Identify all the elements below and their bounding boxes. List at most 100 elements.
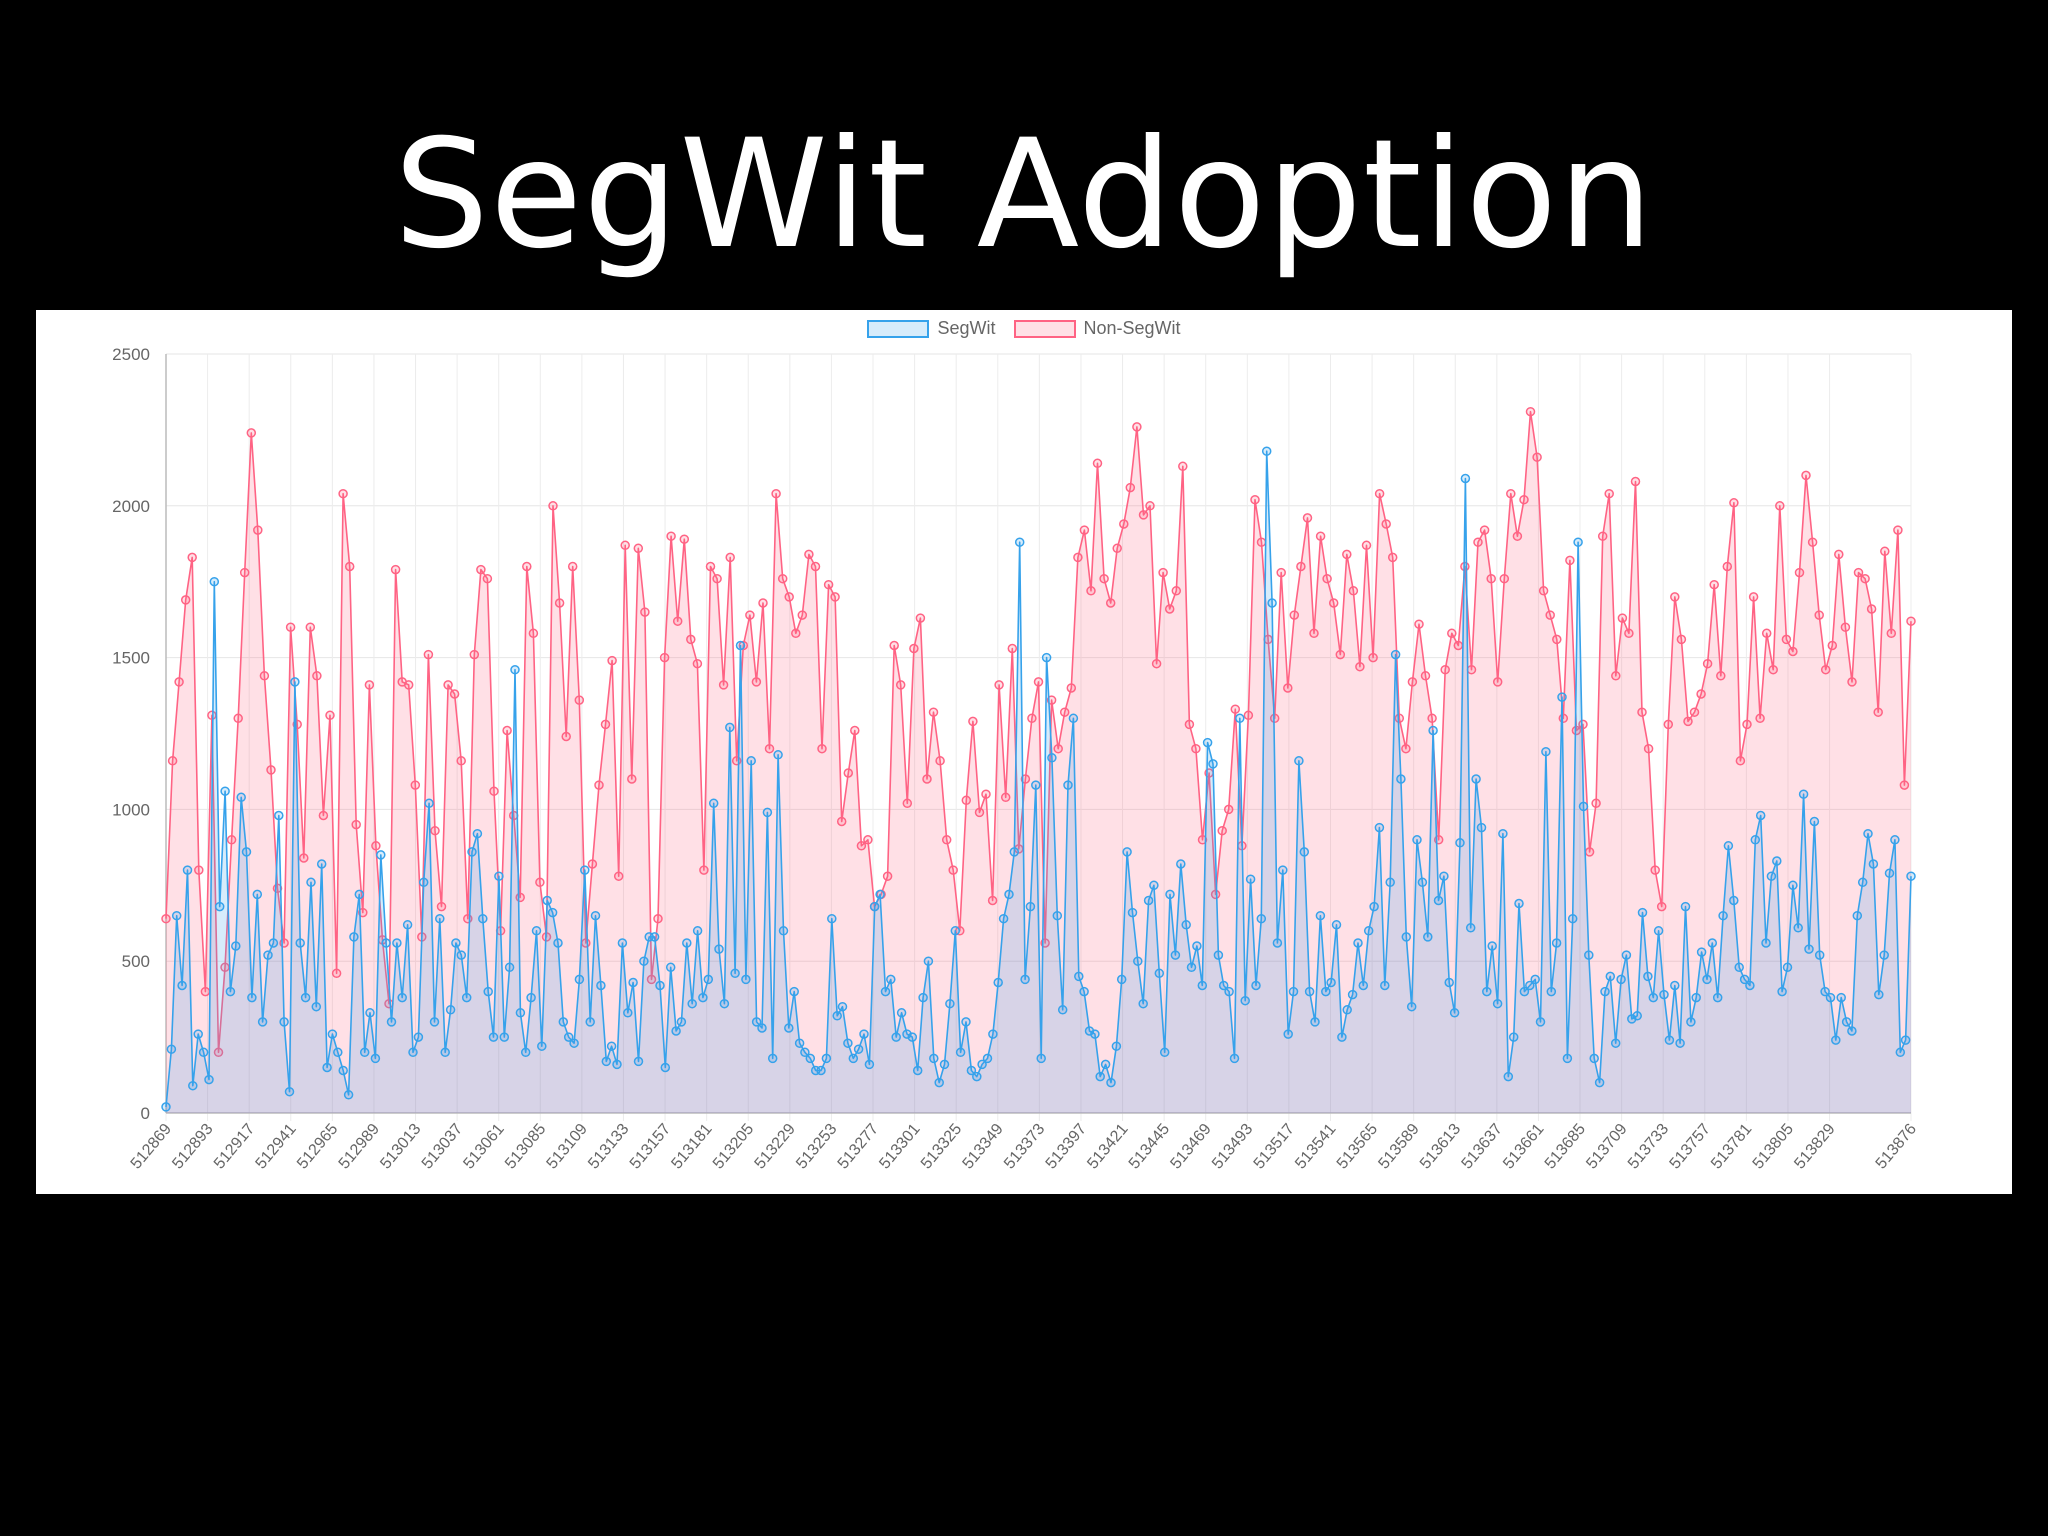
data-point-non-segwit bbox=[692, 658, 703, 669]
data-point-non-segwit bbox=[233, 713, 243, 724]
data-point-segwit bbox=[1895, 1047, 1906, 1058]
data-point-segwit bbox=[912, 1065, 923, 1076]
data-point-segwit bbox=[1492, 998, 1503, 1009]
x-tick-label: 513733 bbox=[1625, 1121, 1672, 1173]
data-point-non-segwit bbox=[600, 719, 611, 730]
data-point-segwit bbox=[1090, 1029, 1100, 1039]
data-point-segwit bbox=[837, 1001, 848, 1012]
data-point-segwit bbox=[392, 938, 402, 948]
data-point-segwit bbox=[231, 941, 241, 951]
series-line-segwit bbox=[165, 450, 1912, 1107]
data-point-non-segwit bbox=[1899, 780, 1910, 790]
data-point-segwit bbox=[1278, 865, 1288, 875]
x-tick-label: 513876 bbox=[1873, 1121, 1920, 1173]
legend-item-segwit[interactable]: SegWit bbox=[867, 318, 996, 339]
data-point-segwit bbox=[1025, 901, 1036, 912]
slide-title: SegWit Adoption bbox=[393, 108, 1655, 282]
x-tick-label: 513541 bbox=[1292, 1121, 1339, 1173]
data-point-segwit bbox=[1202, 737, 1213, 748]
data-point-segwit bbox=[1482, 986, 1492, 997]
data-point-segwit bbox=[1696, 947, 1707, 957]
data-point-segwit bbox=[1562, 1053, 1573, 1064]
data-point-segwit bbox=[1218, 980, 1229, 991]
data-point-segwit bbox=[214, 901, 225, 912]
x-tick-label: 513781 bbox=[1708, 1121, 1755, 1173]
data-point-segwit bbox=[864, 1059, 875, 1070]
data-point-segwit bbox=[1702, 974, 1712, 985]
data-point-segwit bbox=[929, 1053, 939, 1064]
data-point-segwit bbox=[1111, 1041, 1122, 1051]
data-point-non-segwit bbox=[351, 819, 361, 830]
data-point-segwit bbox=[558, 1017, 569, 1027]
data-point-segwit bbox=[478, 913, 488, 924]
data-point-non-segwit bbox=[1178, 461, 1188, 472]
data-point-segwit bbox=[1229, 1053, 1240, 1064]
data-point-segwit bbox=[1514, 898, 1524, 909]
data-point-non-segwit bbox=[1079, 525, 1090, 535]
data-point-segwit bbox=[1122, 847, 1132, 857]
data-point-segwit bbox=[1788, 880, 1798, 891]
data-point-segwit bbox=[279, 1017, 289, 1027]
data-point-segwit bbox=[1417, 877, 1428, 888]
data-point-segwit bbox=[483, 986, 493, 997]
data-point-segwit bbox=[1675, 1038, 1685, 1048]
data-point-segwit bbox=[1567, 913, 1578, 924]
data-point-segwit bbox=[1009, 847, 1020, 857]
data-point-non-segwit bbox=[1637, 707, 1647, 717]
data-point-segwit bbox=[880, 986, 891, 997]
data-point-non-segwit bbox=[1834, 549, 1844, 560]
data-point-segwit bbox=[354, 889, 365, 900]
data-point-segwit bbox=[1610, 1038, 1621, 1048]
data-point-non-segwit bbox=[745, 610, 755, 620]
data-point-non-segwit bbox=[1847, 677, 1857, 687]
data-point-segwit bbox=[730, 968, 740, 979]
data-point-segwit bbox=[1825, 992, 1836, 1003]
data-point-non-segwit bbox=[1027, 713, 1037, 724]
data-point-non-segwit bbox=[187, 552, 197, 563]
data-point-non-segwit bbox=[627, 774, 637, 784]
data-point-segwit bbox=[1363, 926, 1374, 936]
data-point-non-segwit bbox=[449, 689, 460, 699]
data-point-segwit bbox=[1342, 1005, 1352, 1015]
data-point-non-segwit bbox=[1066, 683, 1077, 693]
data-point-non-segwit bbox=[364, 680, 375, 690]
data-point-segwit bbox=[773, 750, 783, 760]
data-point-non-segwit bbox=[1611, 671, 1621, 681]
data-point-segwit bbox=[1240, 995, 1250, 1006]
legend-item-nonsegwit[interactable]: Non-SegWit bbox=[1013, 318, 1181, 339]
data-point-segwit bbox=[349, 932, 359, 942]
data-point-non-segwit bbox=[1164, 604, 1175, 614]
data-point-segwit bbox=[1326, 977, 1336, 988]
data-point-non-segwit bbox=[633, 543, 644, 554]
data-point-segwit bbox=[1718, 910, 1728, 921]
data-point-non-segwit bbox=[1322, 573, 1332, 584]
data-point-segwit bbox=[333, 1047, 343, 1058]
data-point-segwit bbox=[934, 1077, 944, 1088]
data-point-segwit bbox=[1079, 986, 1089, 997]
data-point-segwit bbox=[510, 664, 520, 675]
data-point-segwit bbox=[413, 1032, 424, 1042]
data-point-segwit bbox=[1208, 759, 1218, 769]
x-tick-label: 513469 bbox=[1167, 1121, 1214, 1173]
legend-swatch-nonsegwit bbox=[1013, 319, 1076, 338]
data-point-segwit bbox=[1455, 838, 1465, 848]
data-point-segwit bbox=[1890, 835, 1900, 845]
data-point-non-segwit bbox=[1768, 664, 1778, 675]
chart-panel: 0 500 1000 1500 2000 2500 512869 512893 512917 51… bbox=[36, 310, 2012, 1194]
data-point-segwit bbox=[998, 913, 1009, 924]
data-point-non-segwit bbox=[1283, 683, 1293, 693]
data-point-segwit bbox=[977, 1059, 987, 1070]
data-point-segwit bbox=[762, 807, 773, 818]
data-point-non-segwit bbox=[161, 913, 171, 924]
data-point-non-segwit bbox=[1676, 634, 1687, 645]
data-point-segwit bbox=[542, 895, 552, 906]
data-point-segwit bbox=[1235, 713, 1245, 724]
x-tick-label: 513805 bbox=[1750, 1121, 1797, 1173]
data-point-segwit bbox=[1041, 652, 1052, 663]
data-point-non-segwit bbox=[1860, 573, 1870, 584]
data-point-segwit bbox=[789, 986, 799, 997]
data-point-segwit bbox=[1321, 986, 1331, 997]
data-point-non-segwit bbox=[1099, 573, 1109, 584]
data-point-segwit bbox=[1106, 1077, 1116, 1088]
data-point-segwit bbox=[574, 974, 585, 985]
